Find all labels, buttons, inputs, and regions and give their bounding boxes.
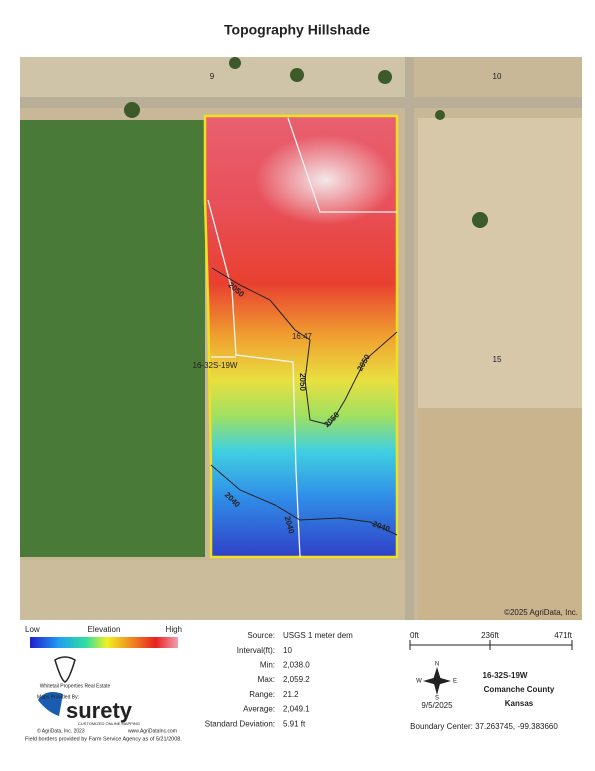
stat-value: 21.2 xyxy=(283,690,299,699)
compass xyxy=(423,667,451,695)
company: Whitetail Properties Real Estate xyxy=(40,683,111,689)
section-label: 10 xyxy=(493,72,502,81)
road xyxy=(405,57,414,620)
legend-high: High xyxy=(166,625,182,634)
stat-value: 2,049.1 xyxy=(283,705,310,714)
section-label: 9 xyxy=(210,72,215,81)
high-area xyxy=(255,135,395,225)
field-north xyxy=(20,57,410,97)
section-label: 15 xyxy=(493,355,502,364)
url: www.AgriDataInc.com xyxy=(128,728,177,734)
stat-value: 2,059.2 xyxy=(283,675,310,684)
info-field: 16-32S-19W xyxy=(483,671,528,680)
info-center: Boundary Center: 37.263745, -99.383660 xyxy=(410,722,558,731)
agridata: © AgriData, Inc. 2023 xyxy=(37,727,85,734)
trees xyxy=(124,57,488,228)
stat-label: Interval(ft): xyxy=(237,646,275,655)
road xyxy=(20,97,582,108)
stat-value: 5.91 ft xyxy=(283,719,306,728)
surety-logo xyxy=(38,692,63,716)
stat-value: USGS 1 meter dem xyxy=(283,631,353,640)
brand: surety xyxy=(66,698,133,723)
provided: Maps Provided By: xyxy=(37,694,79,700)
tagline: CUSTOMIZED ONLINE MAPPING xyxy=(78,721,140,726)
stat-label: Standard Deviation: xyxy=(205,719,275,728)
scale-label: 471ft xyxy=(554,631,573,640)
crop-field xyxy=(20,120,205,557)
stat-label: Source: xyxy=(247,631,275,640)
stat-label: Range: xyxy=(249,690,275,699)
scale-bar xyxy=(409,640,573,650)
field-south xyxy=(20,560,410,620)
field-label: 16-32S-19W xyxy=(193,361,238,370)
stat-value: 10 xyxy=(283,646,292,655)
scale-label: 0ft xyxy=(410,631,420,640)
scale-label: 236ft xyxy=(481,631,500,640)
contour-label: 2050 xyxy=(298,373,307,391)
map-copyright: ©2025 AgriData, Inc. xyxy=(504,608,578,617)
field-east xyxy=(418,118,582,408)
field-boundary xyxy=(203,114,399,559)
contour-lines xyxy=(210,267,398,536)
compass-label: E xyxy=(453,679,457,685)
map xyxy=(20,57,582,620)
info-state: Kansas xyxy=(505,699,534,708)
stat-value: 2,038.0 xyxy=(283,661,310,670)
field-southeast xyxy=(418,408,582,620)
info-date: 9/5/2025 xyxy=(421,701,453,710)
title: Topography Hillshade xyxy=(224,22,370,38)
stat-label: Max: xyxy=(258,675,275,684)
footnote: Field borders provided by Farm Service A… xyxy=(25,736,182,742)
compass-label: N xyxy=(435,662,439,668)
elevation-ramp xyxy=(30,637,178,648)
info-county: Comanche County xyxy=(484,685,555,694)
field-lines xyxy=(207,117,397,558)
stat-label: Min: xyxy=(260,661,275,670)
legend-low: Low xyxy=(25,625,40,634)
acres-label: 16.47 xyxy=(292,332,313,341)
company-logo xyxy=(54,656,76,683)
legend-title: Elevation xyxy=(88,625,121,634)
stat-label: Average: xyxy=(243,705,275,714)
compass-label: W xyxy=(416,679,422,685)
compass-label: S xyxy=(435,696,439,702)
